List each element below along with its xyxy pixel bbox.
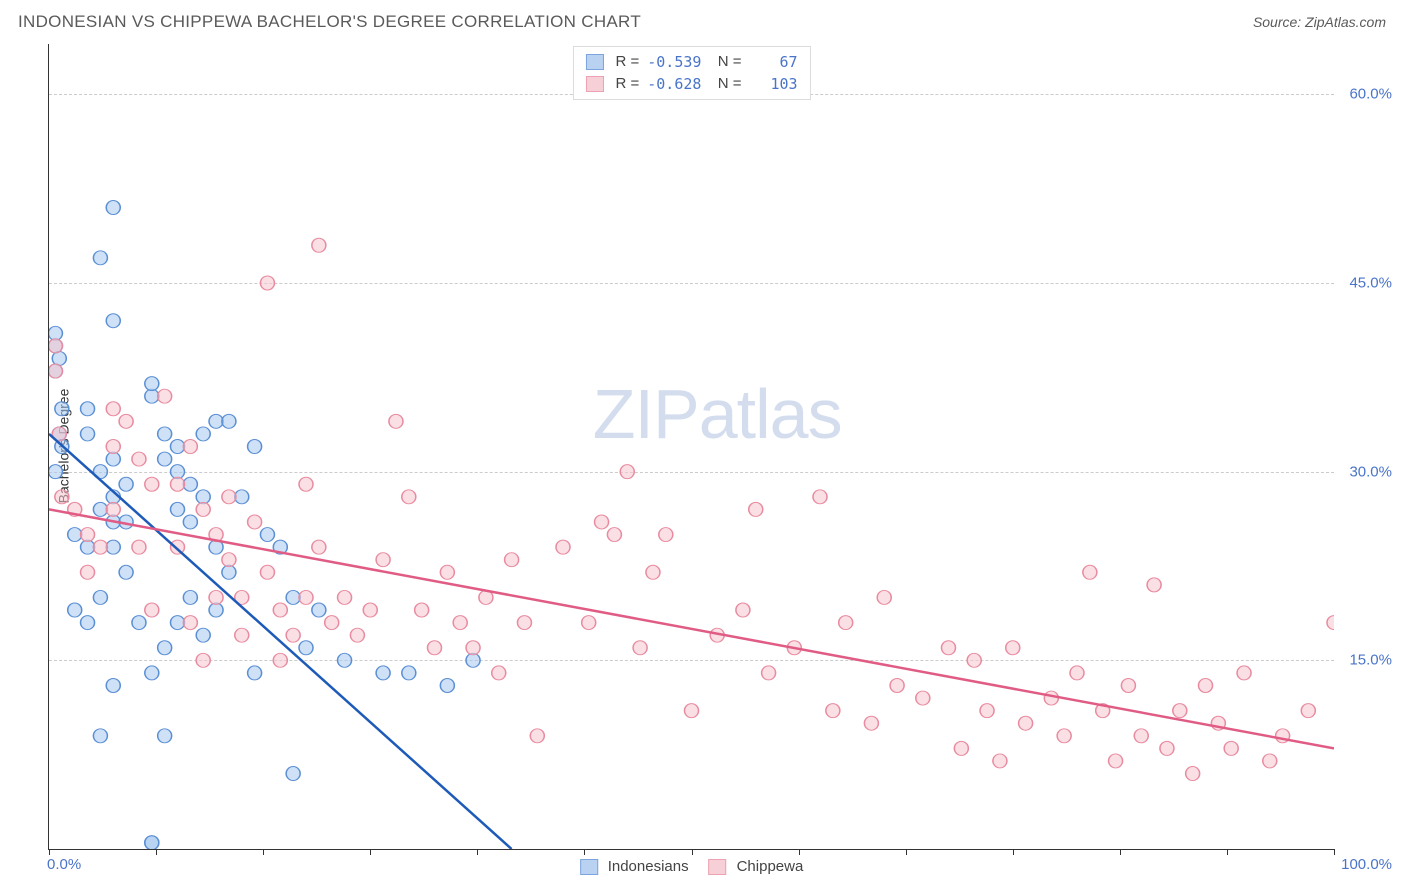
swatch-chippewa-icon <box>585 76 603 92</box>
y-tick-label: 30.0% <box>1349 463 1392 480</box>
legend-item-indonesians: Indonesians <box>580 858 689 875</box>
x-tick <box>1013 849 1014 855</box>
n-label: N = <box>709 73 741 95</box>
legend-row-indonesians: R = -0.539 N = 67 <box>585 51 797 73</box>
regression-line <box>49 509 1334 748</box>
x-tick <box>584 849 585 855</box>
x-tick <box>1120 849 1121 855</box>
x-tick-label: 0.0% <box>47 856 81 873</box>
r-value-chippewa: -0.628 <box>647 73 701 95</box>
x-tick <box>799 849 800 855</box>
n-value-chippewa: 103 <box>750 73 798 95</box>
n-label: N = <box>709 51 741 73</box>
series-legend: Indonesians Chippewa <box>580 858 804 875</box>
y-tick-label: 45.0% <box>1349 274 1392 291</box>
x-tick <box>692 849 693 855</box>
source-label: Source: ZipAtlas.com <box>1253 14 1386 30</box>
swatch-indonesians-icon <box>585 54 603 70</box>
y-tick-label: 60.0% <box>1349 86 1392 103</box>
r-label: R = <box>615 51 639 73</box>
r-value-indonesians: -0.539 <box>647 51 701 73</box>
x-tick <box>263 849 264 855</box>
swatch-indonesians-icon <box>580 859 598 875</box>
chart-title: INDONESIAN VS CHIPPEWA BACHELOR'S DEGREE… <box>18 12 641 32</box>
y-tick-label: 15.0% <box>1349 652 1392 669</box>
swatch-chippewa-icon <box>709 859 727 875</box>
x-tick <box>49 849 50 855</box>
r-label: R = <box>615 73 639 95</box>
x-tick <box>906 849 907 855</box>
plot-area: ZIPatlas R = -0.539 N = 67 R = -0.628 N … <box>48 44 1334 850</box>
legend-label-chippewa: Chippewa <box>737 858 804 875</box>
legend-label-indonesians: Indonesians <box>608 858 689 875</box>
x-tick <box>370 849 371 855</box>
legend-row-chippewa: R = -0.628 N = 103 <box>585 73 797 95</box>
x-tick <box>1334 849 1335 855</box>
correlation-legend: R = -0.539 N = 67 R = -0.628 N = 103 <box>572 46 810 100</box>
legend-item-chippewa: Chippewa <box>709 858 804 875</box>
regression-line <box>49 434 512 849</box>
x-tick-label: 100.0% <box>1341 856 1392 873</box>
x-tick <box>156 849 157 855</box>
n-value-indonesians: 67 <box>750 51 798 73</box>
regression-lines-layer <box>49 44 1334 849</box>
x-tick <box>477 849 478 855</box>
x-tick <box>1227 849 1228 855</box>
